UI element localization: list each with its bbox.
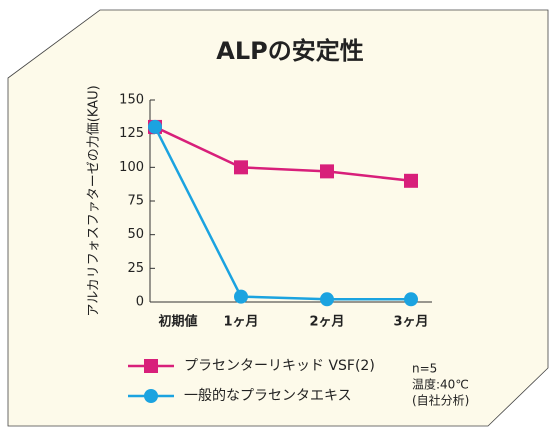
series-line: [154, 125, 412, 183]
series-line: [153, 126, 411, 301]
x-tick-label: 1ヶ月: [223, 315, 258, 330]
data-point: [148, 119, 162, 134]
y-tick-label: 125: [119, 126, 144, 141]
y-tick-label: 0: [136, 295, 144, 310]
x-tick-label: 3ヶ月: [393, 315, 428, 330]
y-tick-label: 100: [119, 160, 144, 175]
data-point: [404, 173, 418, 188]
x-tick-label: 初期値: [158, 314, 197, 330]
y-tick-label: 150: [119, 93, 144, 108]
y-tick-label: 25: [127, 261, 144, 276]
annotation: (自社分析): [412, 393, 469, 408]
legend-marker: [144, 359, 158, 373]
x-tick-label: 2ヶ月: [309, 315, 344, 330]
chart-title: ALPの安定性: [216, 37, 363, 65]
legend-label: プラセンターリキッド VSF(2): [184, 358, 375, 374]
legend-label: 一般的なプラセンタエキス: [184, 388, 352, 404]
data-point: [320, 292, 334, 307]
annotation: 温度:40℃: [412, 377, 469, 392]
data-point: [234, 160, 248, 175]
background-panel: [7, 9, 549, 427]
y-tick-label: 50: [127, 227, 144, 242]
y-axis-label: アルカリフォスファターゼの力価(KAU): [87, 85, 102, 316]
annotation: n=5: [412, 362, 437, 376]
y-tick-label: 75: [127, 194, 144, 209]
data-point: [404, 292, 418, 307]
data-point: [234, 289, 248, 304]
data-point: [320, 164, 334, 179]
legend-marker: [144, 389, 158, 403]
